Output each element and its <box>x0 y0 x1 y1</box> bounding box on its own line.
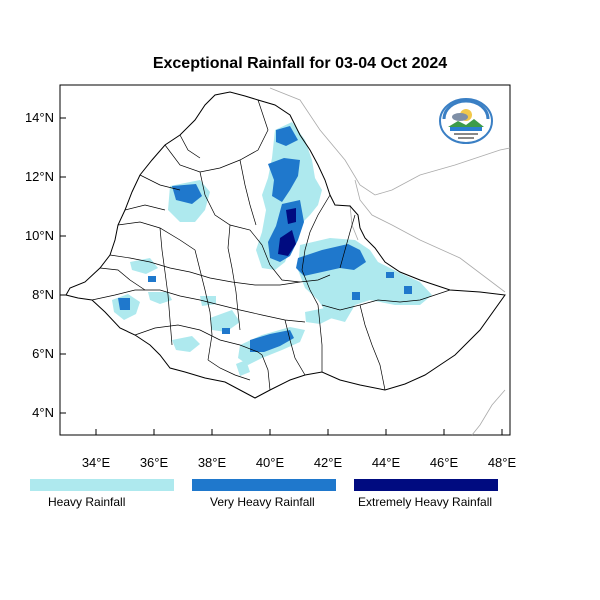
ethiopia-outline <box>65 91 506 399</box>
y-tick-label: 10°N <box>25 228 54 243</box>
x-tick-label: 46°E <box>430 455 459 470</box>
legend-label-extreme: Extremely Heavy Rainfall <box>358 495 493 509</box>
legend-label-heavy: Heavy Rainfall <box>48 495 126 509</box>
legend-swatch-extreme <box>354 479 498 491</box>
internal-boundaries <box>91 99 451 391</box>
y-axis: 14°N 12°N 10°N 8°N 6°N 4°N <box>25 110 66 420</box>
legend-swatch-very-heavy <box>192 479 336 491</box>
legend-label-very-heavy: Very Heavy Rainfall <box>210 495 315 509</box>
x-tick-label: 40°E <box>256 455 285 470</box>
neighbor-boundaries <box>269 87 511 436</box>
y-tick-label: 8°N <box>32 287 54 302</box>
map-title: Exceptional Rainfall for 03-04 Oct 2024 <box>152 55 448 72</box>
meteorology-agency-logo <box>439 98 493 144</box>
x-axis: 34°E 36°E 38°E 40°E 42°E 44°E 46°E 48°E <box>82 429 517 470</box>
y-tick-label: 4°N <box>32 405 54 420</box>
x-tick-label: 48°E <box>488 455 517 470</box>
x-tick-label: 36°E <box>140 455 169 470</box>
x-tick-label: 38°E <box>198 455 227 470</box>
extremely-heavy-rainfall-areas <box>278 208 296 256</box>
x-tick-label: 42°E <box>314 455 343 470</box>
legend-swatch-heavy <box>30 479 174 491</box>
y-tick-label: 12°N <box>25 169 54 184</box>
y-tick-label: 14°N <box>25 110 54 125</box>
y-tick-label: 6°N <box>32 346 54 361</box>
x-tick-label: 34°E <box>82 455 111 470</box>
x-tick-label: 44°E <box>372 455 401 470</box>
